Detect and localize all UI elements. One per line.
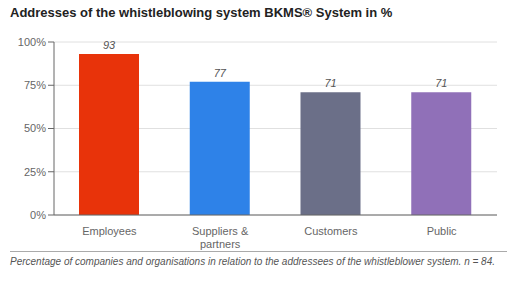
svg-text:Public: Public [427,225,457,237]
html-text:Addresses of the whistleblowin: Addresses of the whistleblowing system B… [10,5,393,20]
svg-text:Employees: Employees [82,225,137,237]
svg-text:0%: 0% [30,209,46,221]
svg-text:Customers: Customers [304,225,358,237]
svg-text:71: 71 [324,77,336,89]
svg-text:75%: 75% [24,79,46,91]
svg-text:71: 71 [435,77,447,89]
svg-text:77: 77 [214,67,227,79]
html-text:Percentage of companies and or: Percentage of companies and organisation… [10,256,495,267]
svg-text:25%: 25% [24,166,46,178]
svg-text:93: 93 [103,39,116,51]
svg-text:50%: 50% [24,122,46,134]
svg-text:100%: 100% [18,36,46,48]
svg-text:Suppliers &partners: Suppliers &partners [192,225,249,250]
